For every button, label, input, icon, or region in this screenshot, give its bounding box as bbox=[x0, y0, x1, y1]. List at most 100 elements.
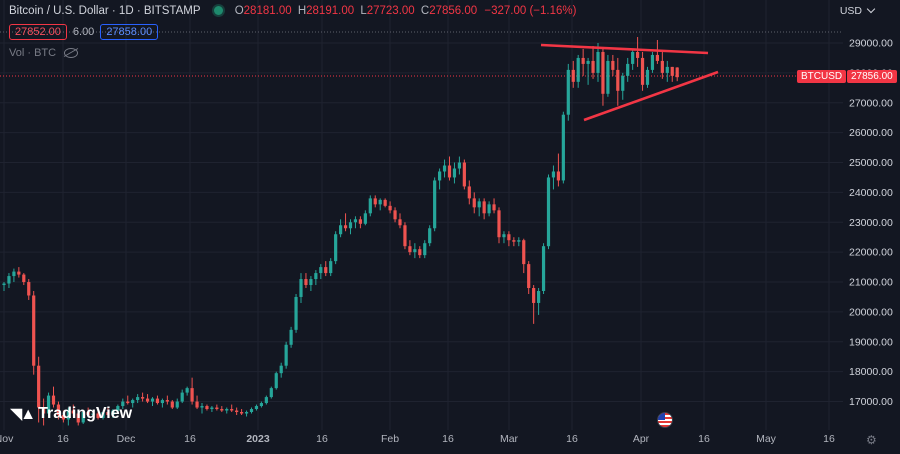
time-tick-label: Nov bbox=[0, 433, 14, 445]
currency-selector[interactable]: USD bbox=[840, 4, 876, 17]
candle-body bbox=[200, 406, 204, 408]
candle bbox=[418, 246, 422, 259]
candle bbox=[398, 213, 402, 229]
candle bbox=[631, 48, 635, 70]
price-tick-label: 17000.00 bbox=[849, 396, 893, 408]
time-axis[interactable]: Nov 16 Dec 16 2023 16 Feb 16 Mar 16 Apr 16 May 16 bbox=[0, 433, 835, 445]
candle bbox=[190, 377, 194, 405]
time-tick-label: 2023 bbox=[246, 433, 270, 445]
candle bbox=[284, 341, 288, 369]
candle bbox=[408, 240, 412, 256]
candle bbox=[645, 66, 650, 88]
candle-body bbox=[368, 198, 372, 214]
open-label: O bbox=[234, 5, 244, 17]
candle bbox=[111, 409, 115, 418]
candle bbox=[81, 410, 85, 424]
time-tick-label: 16 bbox=[442, 433, 454, 445]
volume-indicator[interactable]: Vol · BTC bbox=[9, 47, 79, 59]
candle-body bbox=[145, 398, 150, 402]
candle bbox=[61, 410, 65, 423]
candle bbox=[636, 37, 640, 67]
candle-body bbox=[655, 54, 659, 61]
trendline-lower[interactable] bbox=[583, 70, 719, 122]
gear-icon[interactable]: ⚙ bbox=[866, 433, 877, 447]
candle-body bbox=[131, 400, 135, 404]
close-value: 27856.00 bbox=[429, 5, 478, 17]
candle bbox=[17, 267, 21, 278]
candle bbox=[299, 273, 303, 303]
candle-body bbox=[631, 51, 635, 64]
candle-body bbox=[215, 407, 219, 410]
candle-body bbox=[205, 406, 209, 410]
candle-body bbox=[403, 225, 407, 247]
candle-body bbox=[66, 410, 70, 420]
price-tick-label: 25000.00 bbox=[849, 157, 893, 169]
candle-body bbox=[289, 329, 293, 345]
candle bbox=[170, 400, 174, 410]
candle bbox=[378, 198, 382, 211]
candle-body bbox=[136, 397, 140, 401]
candle bbox=[254, 404, 259, 411]
candle bbox=[215, 404, 219, 411]
candle bbox=[22, 273, 26, 286]
candle bbox=[180, 389, 184, 404]
candle-body bbox=[566, 69, 570, 115]
candle bbox=[304, 273, 308, 289]
trendline-upper[interactable] bbox=[540, 43, 709, 55]
symbol-title[interactable]: Bitcoin / U.S. Dollar · 1D · BITSTAMP bbox=[9, 5, 201, 17]
candle-body bbox=[591, 60, 595, 73]
candle-body bbox=[576, 57, 580, 82]
candle bbox=[249, 407, 254, 414]
candle bbox=[353, 216, 358, 229]
us-flag-event-icon[interactable] bbox=[657, 412, 673, 428]
candle bbox=[373, 195, 377, 208]
candle-body bbox=[363, 213, 367, 224]
candle bbox=[502, 231, 506, 244]
tradingview-logo[interactable]: ◥▲ TradingView bbox=[10, 404, 132, 424]
candle bbox=[195, 395, 199, 410]
candle-body bbox=[428, 228, 432, 244]
candle-body bbox=[462, 162, 466, 187]
candle bbox=[46, 392, 51, 417]
candle bbox=[145, 394, 150, 404]
candle-body bbox=[126, 401, 130, 404]
candle bbox=[160, 398, 164, 408]
candle-body bbox=[230, 409, 234, 411]
sell-button[interactable]: 27852.00 bbox=[9, 24, 67, 40]
candle bbox=[175, 398, 179, 410]
candle-body bbox=[339, 225, 343, 235]
candle bbox=[274, 371, 278, 390]
candle-body bbox=[457, 162, 461, 169]
candle-body bbox=[626, 63, 630, 76]
candle-body bbox=[165, 400, 169, 402]
hidden-eye-icon[interactable] bbox=[64, 48, 79, 58]
high-label: H bbox=[297, 5, 307, 17]
candle bbox=[185, 386, 189, 396]
candle bbox=[571, 60, 575, 88]
candle bbox=[447, 156, 452, 181]
candle bbox=[527, 261, 531, 294]
candle-body bbox=[254, 406, 259, 410]
candle-body bbox=[279, 365, 283, 374]
candle-body bbox=[244, 412, 249, 414]
candle bbox=[210, 406, 214, 413]
candle bbox=[240, 409, 244, 416]
candle bbox=[66, 407, 70, 426]
candle bbox=[220, 406, 224, 413]
buy-button[interactable]: 27858.00 bbox=[100, 24, 159, 40]
candle-body bbox=[660, 60, 664, 73]
candle-body bbox=[264, 397, 268, 404]
candle bbox=[546, 174, 551, 250]
price-tick-label: 29000.00 bbox=[849, 38, 893, 50]
candle-body bbox=[334, 234, 338, 262]
price-axis[interactable]: 29000.0028000.0027000.0026000.0025000.00… bbox=[849, 38, 893, 409]
high-value: 28191.00 bbox=[306, 5, 355, 17]
candle-body bbox=[141, 397, 145, 399]
candle bbox=[126, 395, 130, 405]
change-value: −327.00 (−1.16%) bbox=[484, 5, 577, 17]
candle bbox=[413, 243, 417, 259]
market-status-icon bbox=[213, 6, 223, 15]
candle-body bbox=[101, 412, 105, 418]
candle bbox=[32, 291, 36, 375]
